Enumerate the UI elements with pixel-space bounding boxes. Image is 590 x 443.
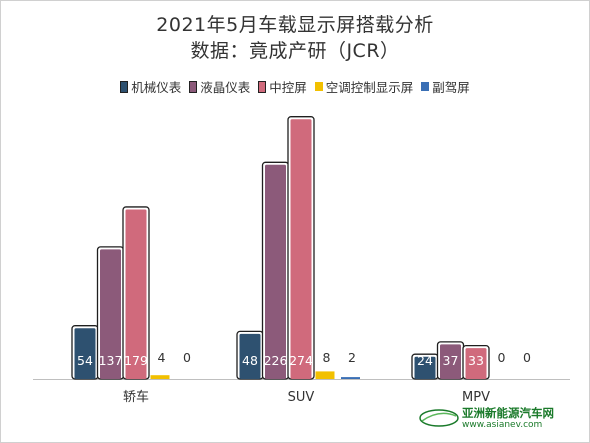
legend-swatch <box>189 80 198 93</box>
data-label: 54 <box>77 353 93 368</box>
bar <box>315 371 335 379</box>
bar <box>100 249 121 379</box>
legend-swatch <box>258 80 267 93</box>
data-label: 0 <box>183 350 191 365</box>
data-label: 24 <box>417 353 433 368</box>
x-tick-label: SUV <box>288 390 315 405</box>
legend-item: 液晶仪表 <box>189 77 250 96</box>
bar <box>125 209 147 379</box>
data-label: 4 <box>158 350 166 365</box>
data-label: 274 <box>289 353 313 368</box>
data-label: 0 <box>523 350 531 365</box>
x-tick-label: 轿车 <box>123 389 149 405</box>
bar <box>239 333 261 379</box>
legend-label: 副驾屏 <box>432 80 470 95</box>
bar <box>414 356 436 379</box>
data-label: 2 <box>348 350 356 365</box>
legend-swatch <box>421 82 430 91</box>
data-label: 8 <box>323 350 331 365</box>
chart-subtitle: 数据：竟成产研（JCR） <box>190 40 400 62</box>
watermark-url: www.asianev.com <box>462 420 543 430</box>
watermark: 亚洲新能源汽车网 www.asianev.com <box>418 405 568 433</box>
data-label: 48 <box>242 353 258 368</box>
data-label: 0 <box>498 350 506 365</box>
watermark-name: 亚洲新能源汽车网 <box>462 406 554 420</box>
bar <box>440 344 461 379</box>
bar <box>290 119 312 379</box>
anev-logo-icon <box>419 409 459 427</box>
legend-item: 空调控制显示屏 <box>314 77 414 96</box>
x-tick-label: MPV <box>462 390 490 405</box>
legend-label: 中控屏 <box>269 80 307 95</box>
bar <box>265 164 286 379</box>
legend-swatch <box>120 80 129 93</box>
bar <box>150 375 170 379</box>
legend-item: 副驾屏 <box>421 77 470 96</box>
legend-label: 液晶仪表 <box>200 80 251 95</box>
data-label: 226 <box>264 353 288 368</box>
chart-legend: 机械仪表 液晶仪表 中控屏 空调控制显示屏 副驾屏 <box>0 77 590 96</box>
chart-title: 2021年5月车载显示屏搭载分析 <box>156 14 434 36</box>
data-label: 37 <box>443 353 459 368</box>
bar <box>74 328 96 379</box>
bar <box>465 348 487 379</box>
data-label: 33 <box>468 353 484 368</box>
legend-swatch <box>314 82 323 91</box>
legend-item: 机械仪表 <box>120 77 181 96</box>
legend-item: 中控屏 <box>258 77 307 96</box>
bar <box>341 377 360 379</box>
data-label: 179 <box>124 353 148 368</box>
legend-label: 机械仪表 <box>131 80 182 95</box>
data-label: 137 <box>99 353 123 368</box>
legend-label: 空调控制显示屏 <box>325 80 414 95</box>
